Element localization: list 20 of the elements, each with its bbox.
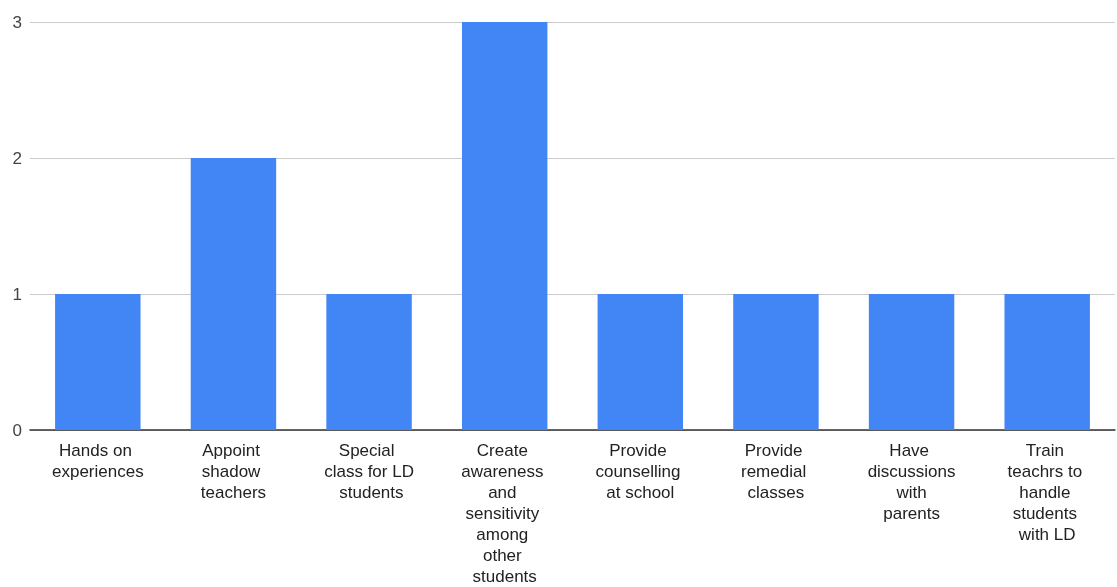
x-tick-label: Appoint shadow teachers	[200, 441, 267, 502]
bar	[55, 294, 141, 430]
x-tick-label: Provide counselling at school	[595, 441, 686, 502]
y-tick-label: 0	[12, 420, 22, 440]
bar	[597, 294, 684, 430]
x-tick-label: Hands on experiences	[51, 441, 144, 481]
x-tick-label: Create awareness and sensitivity among other students	[461, 441, 549, 586]
bar	[461, 22, 548, 430]
y-tick-label: 2	[12, 148, 22, 168]
bar	[326, 294, 412, 430]
x-tick-label: Have discussions with parents	[867, 441, 956, 523]
x-tick-label: Provide remedial classes	[740, 441, 811, 502]
y-tick-label: 3	[12, 12, 22, 32]
bar	[1004, 294, 1090, 430]
bar	[190, 158, 277, 430]
x-tick-label: Special class for LD students	[324, 441, 414, 502]
y-tick-label: 1	[12, 284, 22, 304]
x-tick-label: Train teachrs to handle students with LD	[1007, 441, 1087, 544]
bar	[733, 294, 819, 430]
bar	[868, 294, 955, 430]
